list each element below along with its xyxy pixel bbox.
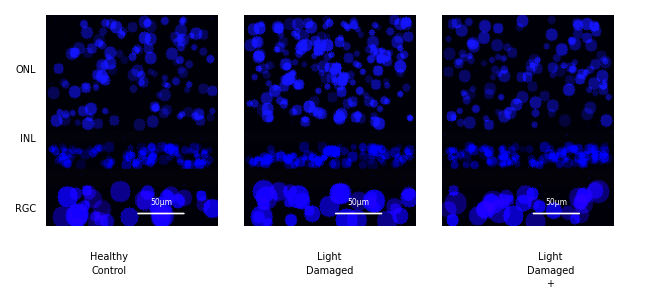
Text: Light
Damaged: Light Damaged [306,252,353,276]
Text: 50μm: 50μm [546,198,567,207]
Text: Healthy
Control: Healthy Control [90,252,128,276]
Text: 50μm: 50μm [150,198,172,207]
Text: RGC: RGC [15,204,36,214]
Text: INL: INL [20,134,36,144]
Text: Light
Damaged
+
Saffron: Light Damaged + Saffron [527,252,574,290]
Text: ONL: ONL [16,65,36,75]
Text: 50μm: 50μm [348,198,370,207]
